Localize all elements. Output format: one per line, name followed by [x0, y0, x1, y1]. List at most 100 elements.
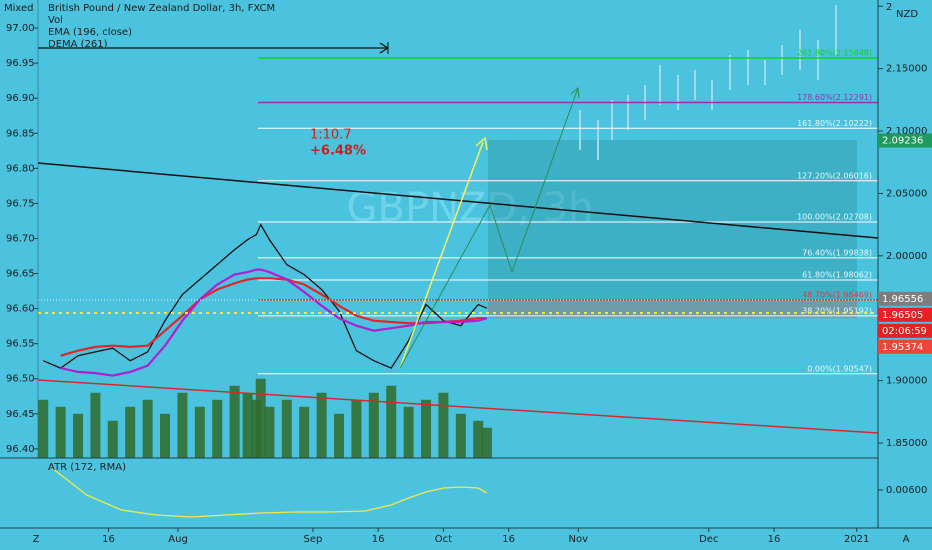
- volume-bar: [299, 406, 310, 458]
- price-tag-box: [878, 133, 932, 148]
- y-tick-label: 2.00000: [886, 251, 927, 262]
- gain: +6.48%: [310, 144, 366, 159]
- y2-tick-label: 96.65: [6, 269, 35, 280]
- trend-line: [37, 379, 879, 434]
- watermark: GBPNZD, 3h: [347, 185, 594, 231]
- price-tag-label: 2.09236: [882, 136, 923, 147]
- fib-label: 261.80%(2.15848): [797, 49, 872, 58]
- volume-bar: [421, 399, 432, 458]
- price-tag: 2.09236: [878, 133, 932, 148]
- fib-label: 76.40%(1.99838): [802, 248, 872, 257]
- volume-bar: [351, 399, 362, 458]
- price-tag-box: [878, 323, 932, 338]
- volume-bar: [334, 413, 345, 458]
- price-tag: 1.96556: [878, 291, 932, 306]
- volume-bar: [473, 420, 484, 458]
- y-tick-label: 2.10000: [886, 126, 927, 137]
- scale-mode: Mixed: [4, 3, 34, 14]
- volume-bar: [142, 399, 153, 458]
- legend-entry: British Pound / New Zealand Dollar, 3h, …: [48, 3, 275, 14]
- fib-label: 0.00%(1.90547): [807, 364, 872, 373]
- fib-label: 127.20%(2.06016): [797, 171, 872, 180]
- price-tag-box: [878, 307, 932, 322]
- arrow-head: [475, 136, 488, 151]
- y2-tick-label: 96.75: [6, 198, 35, 209]
- volume-bar: [55, 406, 66, 458]
- y2-tick-label: 96.70: [6, 233, 35, 244]
- projection-arrow: [399, 141, 484, 369]
- x-tick-label: 16: [372, 534, 385, 545]
- x-tick-label: 16: [102, 534, 115, 545]
- y2-tick-label: 96.90: [6, 93, 35, 104]
- y2-tick-label: 96.95: [6, 58, 35, 69]
- fib-label: 161.80%(2.10222): [797, 119, 872, 128]
- volume-bar: [242, 392, 253, 458]
- atr-line: [51, 467, 488, 518]
- price-tag-label: 1.96505: [882, 310, 923, 321]
- x-tick-label: 16: [502, 534, 515, 545]
- fib-label: 178.60%(2.12291): [797, 93, 872, 102]
- x-tick-label: 2021: [844, 534, 869, 545]
- y-tick-label: 2.05000: [886, 188, 927, 199]
- legend-entry: EMA (196, close): [48, 27, 132, 38]
- x-tick-label: Sep: [303, 534, 322, 545]
- y2-tick-label: 96.85: [6, 128, 35, 139]
- price-tag-label: 1.95374: [882, 342, 923, 353]
- x-tick-label: Dec: [699, 534, 718, 545]
- y-tick-label: 2: [886, 2, 892, 13]
- projection-path: [399, 87, 579, 369]
- price-tag-label: 1.96556: [882, 294, 923, 305]
- volume-bar: [38, 399, 49, 458]
- y2-tick-label: 97.00: [6, 23, 35, 34]
- volume-bar: [264, 406, 275, 458]
- projection-bars: [579, 5, 837, 160]
- legend-entry: Vol: [48, 15, 63, 26]
- arrow-head: [570, 86, 580, 99]
- volume-bar: [255, 378, 266, 458]
- volume-bar: [125, 406, 136, 458]
- volume-bar: [403, 406, 414, 458]
- volume-bar: [481, 427, 492, 458]
- trend-line: [37, 162, 879, 239]
- price-tag: 1.96505: [878, 307, 932, 322]
- corner-button[interactable]: Z: [33, 534, 40, 545]
- x-tick-label: Nov: [569, 534, 589, 545]
- legend: British Pound / New Zealand Dollar, 3h, …: [48, 3, 275, 50]
- volume-bar: [386, 385, 397, 458]
- volume-bar: [177, 392, 188, 458]
- fib-label: 100.00%(2.02708): [797, 213, 872, 222]
- volume-bar: [455, 413, 466, 458]
- y-tick-label: 2.15000: [886, 64, 927, 75]
- price-tag-box: [878, 339, 932, 354]
- series-line: [60, 268, 488, 377]
- legend-entry: DEMA (261): [48, 39, 108, 50]
- y2-tick-label: 96.55: [6, 339, 35, 350]
- volume-bar: [194, 406, 205, 458]
- volume-bar: [281, 399, 292, 458]
- volume-bar: [316, 392, 327, 458]
- y2-tick-label: 96.60: [6, 304, 35, 315]
- volume-bar: [438, 392, 449, 458]
- y2-tick-label: 96.40: [6, 444, 35, 455]
- volume-bar: [107, 420, 118, 458]
- volume-bar: [368, 392, 379, 458]
- x-tick-label: 16: [768, 534, 781, 545]
- y-tick-label: 1.90000: [886, 376, 927, 387]
- y2-tick-label: 96.50: [6, 374, 35, 385]
- price-tag-box: [878, 291, 932, 306]
- risk-reward: 1:10.7: [310, 128, 352, 143]
- volume-bar: [160, 413, 171, 458]
- volume-bar: [229, 385, 240, 458]
- atr-title: ATR (172, RMA): [48, 462, 126, 473]
- y-tick-label: 1.85000: [886, 438, 927, 449]
- fib-label: 48.70%(1.96469): [802, 290, 872, 299]
- x-tick-label: Aug: [168, 534, 188, 545]
- fib-label: 38.20%(1.95192): [802, 306, 872, 315]
- volume-bar: [73, 413, 84, 458]
- fib-label: 61.80%(1.98062): [802, 271, 872, 280]
- corner-button[interactable]: A: [903, 534, 910, 545]
- volume-bar: [90, 392, 101, 458]
- currency: NZD: [896, 9, 918, 20]
- x-tick-label: Oct: [435, 534, 452, 545]
